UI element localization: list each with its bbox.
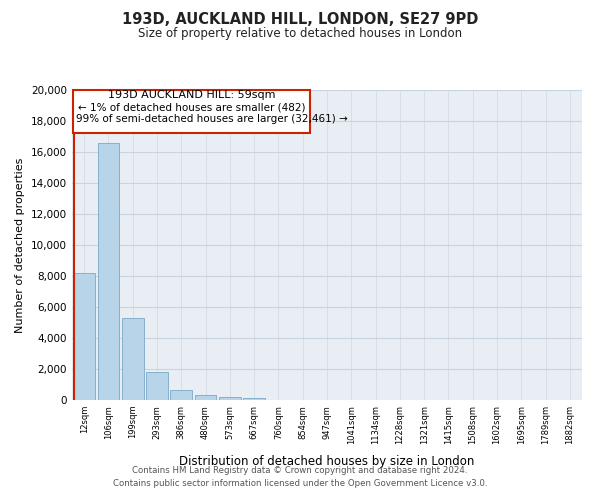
Bar: [243, 398, 265, 400]
Bar: [73, 273, 95, 400]
Bar: [122, 318, 143, 400]
FancyBboxPatch shape: [73, 90, 310, 134]
X-axis label: Distribution of detached houses by size in London: Distribution of detached houses by size …: [179, 455, 475, 468]
Text: 193D AUCKLAND HILL: 59sqm: 193D AUCKLAND HILL: 59sqm: [108, 90, 275, 101]
Bar: [194, 396, 217, 400]
Bar: [146, 372, 168, 400]
Text: 99% of semi-detached houses are larger (32,461) →: 99% of semi-detached houses are larger (…: [76, 114, 347, 124]
Text: Size of property relative to detached houses in London: Size of property relative to detached ho…: [138, 28, 462, 40]
Bar: [170, 390, 192, 400]
Bar: [219, 397, 241, 400]
Y-axis label: Number of detached properties: Number of detached properties: [16, 158, 25, 332]
Text: 193D, AUCKLAND HILL, LONDON, SE27 9PD: 193D, AUCKLAND HILL, LONDON, SE27 9PD: [122, 12, 478, 28]
Text: Contains HM Land Registry data © Crown copyright and database right 2024.
Contai: Contains HM Land Registry data © Crown c…: [113, 466, 487, 487]
Bar: [97, 142, 119, 400]
Text: ← 1% of detached houses are smaller (482): ← 1% of detached houses are smaller (482…: [78, 102, 305, 112]
